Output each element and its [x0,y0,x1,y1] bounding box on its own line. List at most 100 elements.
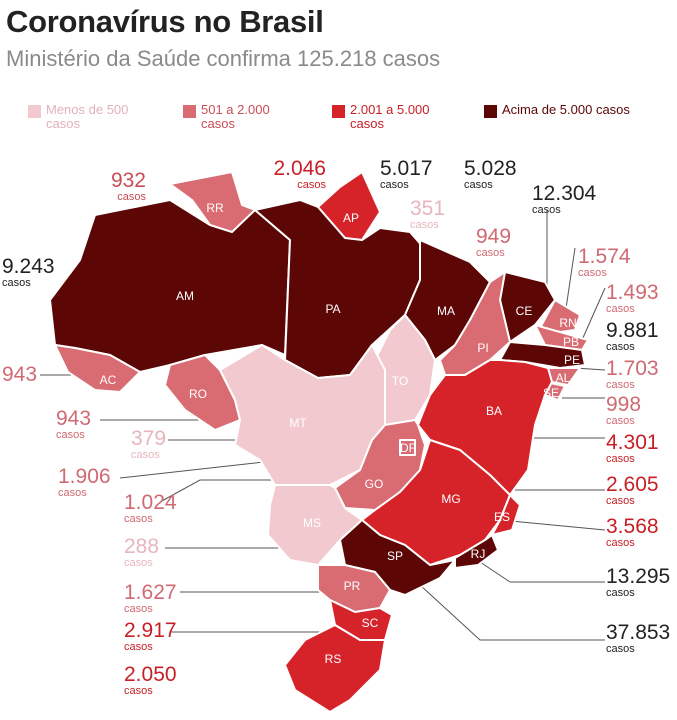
state-label-sc: SC [362,616,379,630]
state-label-al: AL [556,371,571,385]
count-value-df: 1.906 [58,465,111,488]
state-label-df: DF [400,441,416,455]
state-df [399,439,416,456]
state-label-pe: PE [564,353,580,367]
state-label-pa: PA [325,302,340,316]
count-ma: 5.028 casos [464,158,517,191]
state-label-sp: SP [387,549,403,563]
state-label-rn: RN [559,316,576,330]
count-unit-pe: casos [606,341,635,353]
count-rr: 932 casos [111,170,146,203]
state-rs [284,624,386,713]
count-unit-es: casos [606,537,635,549]
state-label-pi: PI [477,341,488,355]
count-unit-ro: casos [56,429,85,441]
count-value-es: 3.568 [606,515,659,538]
count-unit-sc: casos [124,641,153,653]
state-label-ma: MA [437,304,455,318]
legend-item-501-2000: 501 a 2.000 casos [183,103,301,131]
state-label-ms: MS [303,516,321,530]
count-unit-df: casos [58,487,87,499]
state-label-ap: AP [343,211,359,225]
legend-swatch-501-2000 [183,105,196,118]
count-ap: 2.046 casos [273,158,326,191]
count-value-go: 1.024 [124,491,177,514]
count-unit-ce: casos [532,204,561,216]
count-unit-sp: casos [606,643,635,655]
state-label-am: AM [176,289,194,303]
count-es: 3.568 casos [606,516,659,549]
legend-label-less-500: Menos de 500 casos [46,102,129,131]
count-value-mg: 2.605 [606,473,659,496]
count-unit-ma: casos [464,179,493,191]
state-label-rr: RR [206,201,224,215]
count-value-rj: 13.295 [606,565,671,588]
count-unit-rn: casos [578,267,607,279]
count-value-ma: 5.028 [464,157,517,180]
count-pa: 5.017 casos [380,158,433,191]
count-ce: 12.304 casos [532,183,596,216]
count-unit-go: casos [124,513,153,525]
count-value-se: 998 [606,393,642,416]
state-label-go: GO [365,477,384,491]
count-unit-rs: casos [124,685,153,697]
count-value-rr: 932 [110,169,146,192]
count-pe: 9.881 casos [606,320,659,353]
state-es [491,494,521,536]
count-value-rs: 2.050 [124,663,177,686]
count-am: 9.243 casos [2,256,55,289]
count-value-pr: 1.627 [124,581,177,604]
count-value-sc: 2.917 [124,619,177,642]
legend-label-501-2000: 501 a 2.000 casos [201,102,270,131]
count-value-al: 1.703 [606,357,659,380]
count-unit-to: casos [410,219,439,231]
state-pb [534,324,589,351]
state-ac [54,344,141,393]
count-unit-se: casos [606,415,635,427]
state-rr [169,171,256,233]
count-value-mt: 379 [131,427,167,450]
count-go: 1.024 casos [124,492,177,525]
count-unit-pi: casos [476,247,505,259]
count-unit-pr: casos [124,603,153,615]
state-label-es: ES [494,510,510,524]
count-value-pb: 1.493 [606,281,659,304]
state-label-se: SE [543,386,559,400]
legend-item-above-5000: Acima de 5.000 casos [484,103,632,118]
count-sc: 2.917 casos [124,620,177,653]
count-df: 1.906 casos [58,466,111,499]
count-pb: 1.493 casos [606,282,659,315]
count-mt: 379 casos [131,428,166,461]
count-value-ba: 4.301 [606,431,659,454]
state-rj [454,534,499,569]
count-value-pi: 949 [476,225,512,248]
count-value-pe: 9.881 [606,319,659,342]
legend-item-2001-5000: 2.001 a 5.000 casos [332,103,455,131]
state-label-ro: RO [189,387,207,401]
count-value-pa: 5.017 [380,157,433,180]
state-label-ac: AC [100,373,117,387]
count-unit-rr: casos [117,191,146,203]
state-am [49,199,291,373]
state-label-to: TO [392,374,408,388]
legend-swatch-above-5000 [484,105,497,118]
count-ba: 4.301 casos [606,432,659,465]
count-unit-ba: casos [606,453,635,465]
state-label-rj: RJ [471,547,486,561]
count-unit-am: casos [2,277,31,289]
count-value-to: 351 [410,197,446,220]
legend-label-2001-5000: 2.001 a 5.000 casos [350,102,430,131]
state-ma [404,239,491,361]
count-sp: 37.853 casos [606,622,670,655]
legend-label-above-5000: Acima de 5.000 casos [502,102,630,117]
count-se: 998 casos [606,394,641,427]
count-ms: 288 casos [124,536,159,569]
count-unit-mt: casos [131,449,160,461]
count-rs: 2.050 casos [124,664,177,697]
count-unit-ap: casos [297,179,326,191]
legend-item-less-500: Menos de 500 casos [28,103,146,131]
leader-lines [40,187,606,641]
count-unit-ms: casos [124,557,153,569]
state-rn [539,299,581,333]
legend-swatch-2001-5000 [332,105,345,118]
